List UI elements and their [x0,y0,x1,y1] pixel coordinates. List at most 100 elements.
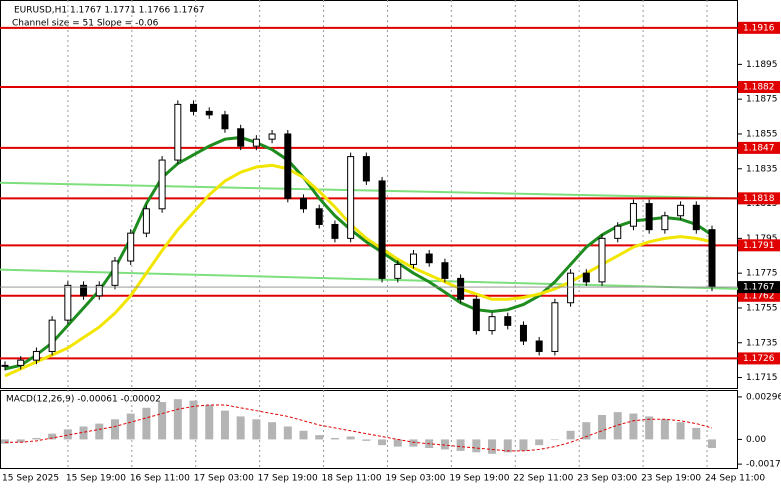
candle-body [488,316,496,332]
level-label: 1.1762 [743,291,775,301]
macd-bar [393,439,402,447]
macd-bar [629,413,638,440]
candle-body [457,277,465,300]
macd-bar [582,422,591,440]
candle-body [95,284,103,297]
candle-body [441,262,449,279]
trend-line [0,181,739,200]
macd-signal [5,404,713,452]
candle-body [582,272,590,283]
macd-y-tick-label: 0.00296 [746,392,781,402]
level-label-box [738,141,780,154]
candle-body [174,103,182,161]
candle-body [614,225,622,239]
macd-bar [1,439,9,444]
candle-body [567,272,575,304]
x-tick-label: 24 Sep 11:00 [705,474,765,484]
candle-body [252,138,260,147]
candle-body [17,359,25,366]
y-tick-label: 1.1755 [746,303,778,313]
macd-bar [613,412,622,440]
macd-bar [32,437,41,440]
candle-body [409,253,417,265]
macd-bar [378,439,387,446]
level-label-box [738,352,780,365]
macd-bar [519,439,528,451]
candle-body [111,260,119,286]
candle-body [425,253,433,264]
level-label-box [738,21,780,34]
candle-body [519,324,527,342]
macd-bar [268,422,277,440]
x-tick-label: 22 Sep 11:00 [513,474,573,484]
y-tick-label: 1.1855 [746,129,778,139]
candle-body [1,364,9,367]
macd-bar [48,433,57,440]
candle-body [472,298,480,332]
macd-bar [660,419,669,440]
y-tick-label: 1.1835 [746,164,778,174]
level-label: 1.1726 [743,354,775,364]
candle-body [394,263,402,279]
x-tick-label: 17 Sep 03:00 [194,474,254,484]
macd-bar [158,402,167,440]
y-tick-label: 1.1775 [746,269,778,279]
x-tick-label: 18 Sep 11:00 [322,474,382,484]
macd-bar [409,439,418,447]
chart-subtitle: Channel size = 51 Slope = -0.06 [12,19,159,29]
moving-average [4,163,713,378]
level-label: 1.1882 [743,82,775,92]
macd-bar [95,423,104,440]
candle-body [629,203,637,227]
y-tick-label: 1.1715 [746,373,778,383]
x-tick-label: 23 Sep 03:00 [577,474,637,484]
candle-body [347,156,355,239]
candle-body [645,203,653,231]
candle-body [237,128,245,147]
macd-bar [472,439,481,453]
macd-bar [362,439,371,441]
y-tick-label: 1.1795 [746,234,778,244]
macd-bar [676,422,685,440]
candle-body [268,133,276,140]
candle-body [80,284,88,297]
macd-y-tick-label: -0.00172 [746,460,781,470]
candle-body [190,103,198,112]
macd-bar [236,416,245,440]
last-price-label: 1.1767 [743,283,775,293]
level-label: 1.1847 [743,143,775,153]
macd-bar [299,430,308,440]
macd-bar [205,404,214,440]
candle-body [708,229,716,288]
macd-bar [503,439,512,453]
x-tick-label: 15 Sep 2025 [2,474,59,484]
candle-body [331,223,339,239]
macd-bar [220,410,229,440]
main-panel [0,0,738,389]
macd-bar [708,439,716,449]
level-label-box [738,239,780,252]
candle-body [142,208,150,234]
macd-bar [456,439,465,451]
macd-y-tick-label: 0.00 [746,435,766,445]
macd-bar [142,407,151,440]
level-label: 1.1791 [743,241,775,251]
macd-bar [550,439,559,440]
candle-body [362,156,370,182]
x-tick-label: 19 Sep 19:00 [449,474,509,484]
candle-body [551,302,559,352]
macd-bar [330,437,339,440]
candle-body [378,180,386,279]
x-tick-label: 15 Sep 19:00 [66,474,126,484]
macd-bar [692,427,701,440]
candle-body [692,204,700,231]
macd-bar [283,426,292,440]
chart-title: EURUSD,H1 1.1767 1.1771 1.1766 1.1767 [14,6,205,16]
last-price-box [738,281,780,294]
y-tick-label: 1.1895 [746,60,778,70]
macd-bar [173,399,182,440]
candle-body [48,319,56,352]
level-label-box [738,80,780,93]
macd-bar [535,439,544,446]
